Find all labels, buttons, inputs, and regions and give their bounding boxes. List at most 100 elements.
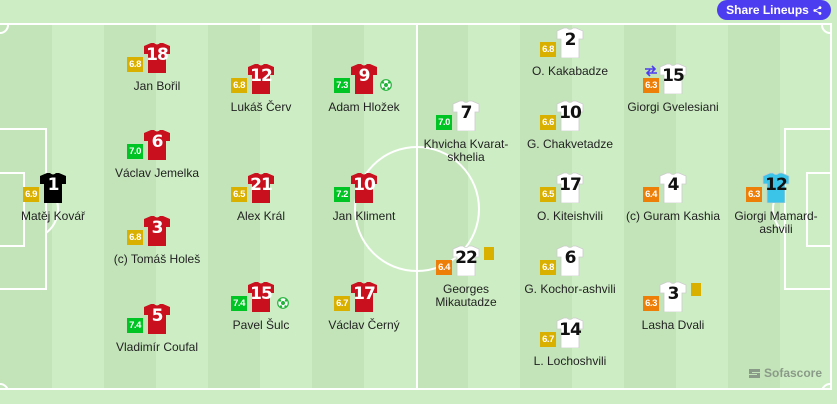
sofascore-logo: Sofascore (748, 366, 822, 380)
rating-badge: 6.5 (540, 187, 556, 202)
jersey-number: 3 (151, 218, 164, 238)
yellow-card-icon (691, 283, 701, 296)
player-name: Jan Kliment (332, 209, 396, 223)
rating-badge: 7.4 (127, 318, 143, 333)
jersey-number: 10 (559, 103, 582, 123)
player-name: Vladimír Coufal (115, 340, 199, 354)
player-name: G. Chakvetadze (526, 137, 614, 151)
jersey-number: 21 (250, 175, 273, 195)
player-name: Pavel Šulc (232, 318, 290, 332)
player-name: Lukáš Červ (230, 100, 292, 114)
jersey-icon: 3 (143, 215, 171, 246)
jersey-icon: 15 (659, 63, 687, 94)
player-name: Giorgi Gvelesiani (627, 100, 719, 114)
jersey-number: 15 (250, 284, 273, 304)
jersey-number: 22 (455, 248, 478, 268)
rating-badge: 6.8 (231, 78, 247, 93)
jersey-icon: 14 (556, 317, 584, 348)
share-icon (813, 5, 822, 15)
jersey-icon: 12 (247, 63, 275, 94)
jersey-number: 1 (47, 175, 60, 195)
jersey-icon: 2 (556, 27, 584, 58)
jersey-number: 15 (662, 66, 685, 86)
sofascore-logo-icon (749, 368, 760, 378)
player-name: Václav Jemelka (114, 166, 200, 180)
player-name: Adam Hložek (328, 100, 400, 114)
player-name: L. Lochoshvili (533, 354, 607, 368)
jersey-icon: 4 (659, 172, 687, 203)
rating-badge: 6.3 (746, 187, 762, 202)
rating-badge: 7.2 (334, 187, 350, 202)
goal-ball-icon (277, 297, 289, 309)
jersey-number: 18 (146, 45, 169, 65)
player-name: O. Kakabadze (531, 64, 609, 78)
rating-badge: 6.4 (436, 260, 452, 275)
jersey-number: 17 (559, 175, 582, 195)
share-label: Share Lineups (726, 3, 809, 17)
pitch (0, 23, 832, 390)
jersey-icon: 3 (659, 281, 687, 312)
jersey-number: 4 (667, 175, 680, 195)
jersey-icon: 6 (143, 129, 171, 160)
rating-badge: 6.3 (643, 78, 659, 93)
jersey-icon: 1 (39, 172, 67, 203)
rating-badge: 6.8 (540, 42, 556, 57)
jersey-icon: 21 (247, 172, 275, 203)
goal-ball-icon (380, 79, 392, 91)
rating-badge: 6.7 (540, 332, 556, 347)
rating-badge: 7.3 (334, 78, 350, 93)
jersey-number: 14 (559, 320, 582, 340)
rating-badge: 6.8 (127, 230, 143, 245)
player-name: (c) Guram Kashia (625, 209, 721, 223)
rating-badge: 6.8 (540, 260, 556, 275)
player-name: O. Kiteishvili (536, 209, 604, 223)
logo-text: Sofascore (764, 366, 823, 380)
jersey-number: 6 (151, 132, 164, 152)
jersey-icon: 17 (350, 281, 378, 312)
jersey-icon: 5 (143, 303, 171, 334)
jersey-icon: 15 (247, 281, 275, 312)
jersey-icon: 18 (143, 42, 171, 73)
player-name: Matěj Kovář (20, 209, 86, 223)
jersey-icon: 17 (556, 172, 584, 203)
jersey-number: 7 (460, 103, 473, 123)
rating-badge: 7.0 (127, 144, 143, 159)
jersey-icon: 7 (452, 100, 480, 131)
jersey-icon: 22 (452, 245, 480, 276)
yellow-card-icon (484, 247, 494, 260)
rating-badge: 6.8 (127, 57, 143, 72)
jersey-icon: 12 (762, 172, 790, 203)
jersey-icon: 10 (350, 172, 378, 203)
rating-badge: 6.5 (231, 187, 247, 202)
rating-badge: 6.6 (540, 115, 556, 130)
jersey-number: 6 (564, 248, 577, 268)
jersey-number: 17 (353, 284, 376, 304)
rating-badge: 6.9 (23, 187, 39, 202)
jersey-number: 12 (250, 66, 273, 86)
player-name: Georges Mikautadze (435, 282, 497, 309)
player-name: Giorgi Mamard-ashvili (734, 209, 818, 236)
jersey-number: 9 (358, 66, 371, 86)
rating-badge: 6.7 (334, 296, 350, 311)
player-name: Václav Černý (328, 318, 400, 332)
share-lineups-button[interactable]: Share Lineups (717, 0, 831, 20)
player-name: (c) Tomáš Holeš (113, 252, 201, 266)
jersey-icon: 10 (556, 100, 584, 131)
jersey-number: 2 (564, 30, 577, 50)
player-name: Khvicha Kvarat-skhelia (423, 137, 509, 164)
player-name: Alex Král (236, 209, 286, 223)
player-name: Lasha Dvali (641, 318, 705, 332)
rating-badge: 7.0 (436, 115, 452, 130)
rating-badge: 6.3 (643, 296, 659, 311)
substitution-icon (645, 65, 657, 77)
rating-badge: 6.4 (643, 187, 659, 202)
rating-badge: 7.4 (231, 296, 247, 311)
jersey-number: 10 (353, 175, 376, 195)
jersey-icon: 9 (350, 63, 378, 94)
player-name: Jan Bořil (133, 79, 181, 93)
jersey-number: 5 (151, 306, 164, 326)
player-name: G. Kochor-ashvili (524, 282, 616, 296)
jersey-icon: 6 (556, 245, 584, 276)
jersey-number: 12 (765, 175, 788, 195)
jersey-number: 3 (667, 284, 680, 304)
